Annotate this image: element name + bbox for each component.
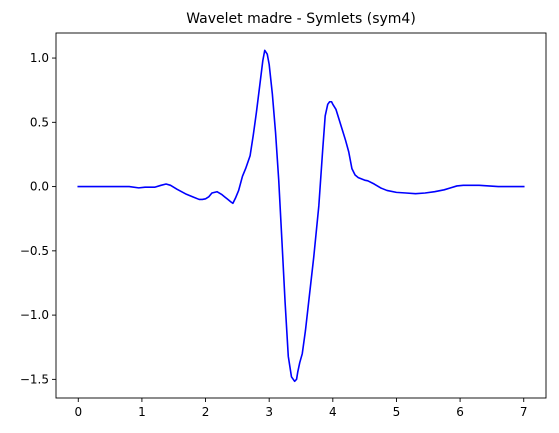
x-tick-label: 3: [265, 405, 273, 419]
y-tick-label: 0.5: [30, 115, 49, 129]
chart-title: Wavelet madre - Symlets (sym4): [186, 11, 416, 27]
y-tick-label: −0.5: [20, 244, 49, 258]
x-tick-label: 7: [520, 405, 528, 419]
plot-area: [77, 49, 525, 383]
series-line-0: [77, 49, 525, 383]
y-tick-label: 1.0: [30, 51, 49, 65]
y-tick-label: −1.0: [20, 308, 49, 322]
axes-frame: [55, 32, 547, 399]
x-tick-label: 1: [138, 405, 146, 419]
y-tick-label: −1.5: [20, 372, 49, 386]
x-axis: 0 1 2 3 4 5 6 7: [74, 398, 528, 419]
x-tick-label: 0: [74, 405, 82, 419]
y-tick-label: 0.0: [30, 180, 49, 194]
x-tick-label: 6: [456, 405, 464, 419]
y-axis: −1.5 −1.0 −0.5 0.0 0.5 1.0: [20, 51, 56, 386]
x-tick-label: 4: [329, 405, 337, 419]
x-tick-label: 5: [393, 405, 401, 419]
x-tick-label: 2: [202, 405, 210, 419]
